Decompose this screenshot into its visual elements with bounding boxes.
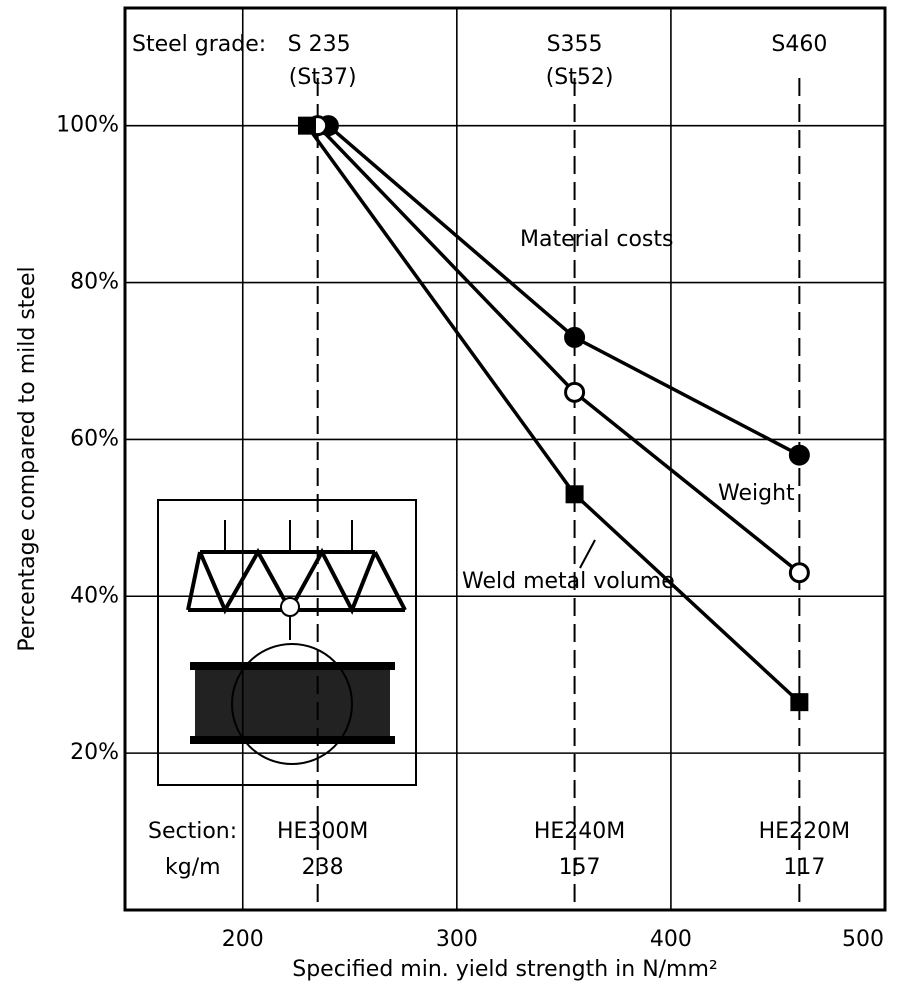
grade-name: S460 <box>771 32 827 57</box>
marker <box>298 117 316 135</box>
grade-alt: (St37) <box>289 65 357 90</box>
inset-diagram <box>158 500 416 785</box>
section-name: HE220M <box>759 819 850 844</box>
leader-line <box>580 540 595 568</box>
x-tick-label: 500 <box>842 927 884 952</box>
marker <box>566 383 584 401</box>
section-mass: 157 <box>559 855 601 880</box>
chart: Percentage compared to mild steel Specif… <box>0 0 899 997</box>
series-label: Weight <box>718 481 795 506</box>
grade-alt: (St52) <box>546 65 614 90</box>
marker <box>790 564 808 582</box>
x-tick-label: 400 <box>650 927 692 952</box>
series-label: Material costs <box>520 227 673 252</box>
section-mass: 117 <box>783 855 825 880</box>
section-heading: Section: <box>148 819 237 844</box>
grade-name: S 235 <box>288 32 351 57</box>
marker <box>566 328 584 346</box>
section-name: HE300M <box>277 819 368 844</box>
x-tick-label: 300 <box>436 927 478 952</box>
y-axis-label: Percentage compared to mild steel <box>15 266 40 651</box>
section-mass: 238 <box>302 855 344 880</box>
marker <box>790 693 808 711</box>
series-line <box>328 126 799 455</box>
series-label: Weld metal volume <box>462 569 675 594</box>
marker <box>566 485 584 503</box>
y-tick-label: 100% <box>56 113 119 138</box>
y-tick-label: 80% <box>70 270 119 295</box>
grade-heading: Steel grade: <box>132 32 266 57</box>
grade-name: S355 <box>547 32 603 57</box>
y-tick-label: 60% <box>70 426 119 451</box>
x-axis-label: Specified min. yield strength in N/mm² <box>292 957 718 982</box>
y-tick-label: 40% <box>70 583 119 608</box>
x-tick-label: 200 <box>222 927 264 952</box>
marker <box>790 446 808 464</box>
y-tick-label: 20% <box>70 740 119 765</box>
section-name: HE240M <box>534 819 625 844</box>
mass-heading: kg/m <box>165 855 221 880</box>
